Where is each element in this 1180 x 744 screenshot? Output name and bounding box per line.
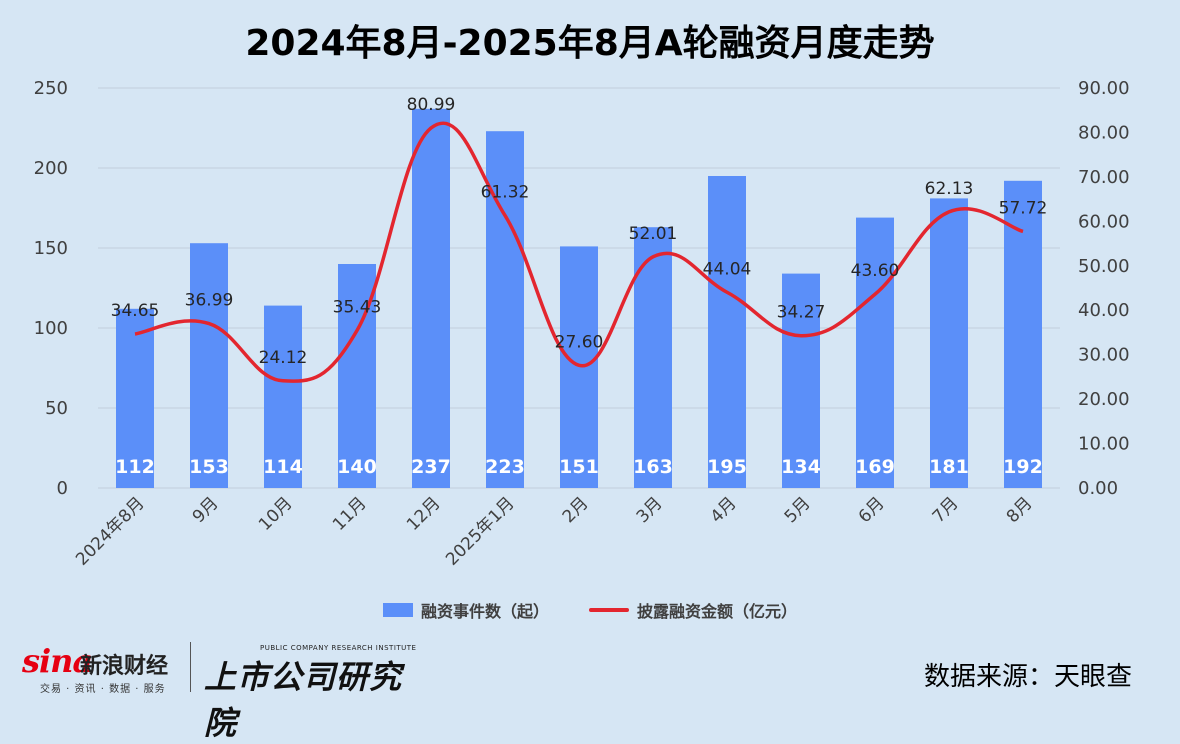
bar-value-label: 223 xyxy=(485,456,525,478)
x-tick-label: 3月 xyxy=(633,493,667,527)
x-tick-label: 10月 xyxy=(255,493,296,534)
bar-value-label: 114 xyxy=(263,456,303,478)
bar xyxy=(634,227,672,488)
legend-item-events: 融资事件数（起） xyxy=(382,598,549,622)
x-tick-label: 5月 xyxy=(781,493,815,527)
sina-finance-name: 新浪财经 xyxy=(80,654,169,679)
bar-value-label: 192 xyxy=(1003,456,1043,478)
bar-value-label: 163 xyxy=(633,456,673,478)
chart-title: 2024年8月-2025年8月A轮融资月度走势 xyxy=(245,23,935,64)
x-tick-label: 2月 xyxy=(559,493,593,527)
y-right-tick-label: 70.00 xyxy=(1078,167,1130,188)
y-left-tick-label: 50 xyxy=(45,398,68,419)
logo-divider xyxy=(190,642,191,692)
bar xyxy=(782,273,820,488)
x-tick-label: 7月 xyxy=(929,493,963,527)
bar-value-label: 181 xyxy=(929,456,969,478)
y-left-tick-label: 250 xyxy=(34,78,68,99)
x-tick-label: 11月 xyxy=(329,493,370,534)
legend-label-events: 融资事件数（起） xyxy=(420,602,549,621)
x-tick-label: 2025年1月 xyxy=(442,493,518,569)
chart-canvas: 0 50 100 150 200 250 0.00 10.00 20.00 30.00 40.00 5… xyxy=(34,78,1130,570)
y-left-tick-label: 100 xyxy=(34,318,68,339)
line-value-label: 43.60 xyxy=(851,261,900,281)
bar-value-label: 112 xyxy=(115,456,155,478)
x-tick-label: 12月 xyxy=(403,493,444,534)
sina-finance-subtitle: 交易 · 资讯 · 数据 · 服务 xyxy=(40,684,166,695)
bar xyxy=(930,198,968,488)
sina-logo: sina xyxy=(22,642,93,680)
x-tick-label: 2024年8月 xyxy=(72,493,148,569)
y-right-tick-label: 60.00 xyxy=(1078,211,1130,232)
legend-swatch-line xyxy=(589,608,629,612)
bar-value-label: 140 xyxy=(337,456,377,478)
bar xyxy=(1004,180,1042,489)
bar-value-label: 134 xyxy=(781,456,821,478)
line-value-label: 35.43 xyxy=(333,298,382,318)
data-source: 数据来源：天眼查 xyxy=(923,662,1132,692)
x-tick-label: 4月 xyxy=(707,493,741,527)
line-value-label: 24.12 xyxy=(259,348,308,368)
line-value-label: 27.60 xyxy=(555,332,604,352)
footer-logos: sina 新浪财经 交易 · 资讯 · 数据 · 服务 PUBLIC COMPA… xyxy=(22,638,422,742)
y-right-tick-label: 10.00 xyxy=(1078,434,1130,455)
bar-value-label: 169 xyxy=(855,456,895,478)
legend-label-amount: 披露融资金额（亿元） xyxy=(637,602,798,621)
line-value-label: 34.65 xyxy=(111,301,160,321)
y-right-tick-label: 30.00 xyxy=(1078,345,1130,366)
line-value-label: 52.01 xyxy=(629,224,678,244)
x-tick-label: 9月 xyxy=(189,493,223,527)
bar xyxy=(264,305,302,488)
bar-value-label: 237 xyxy=(411,456,451,478)
y-right-tick-label: 50.00 xyxy=(1078,256,1130,277)
y-left-tick-label: 0 xyxy=(57,478,68,499)
line-value-label: 57.72 xyxy=(999,198,1048,218)
line-value-label: 44.04 xyxy=(703,259,752,279)
y-right-tick-label: 40.00 xyxy=(1078,300,1130,321)
y-right-tick-label: 80.00 xyxy=(1078,122,1130,143)
chart-legend: 融资事件数（起） 披露融资金额（亿元） xyxy=(0,598,1180,622)
bar xyxy=(116,308,154,488)
line-value-label: 80.99 xyxy=(407,95,456,115)
bar xyxy=(708,176,746,488)
y-left-tick-label: 150 xyxy=(34,238,68,259)
y-left-tick-label: 200 xyxy=(34,158,68,179)
y-right-tick-label: 0.00 xyxy=(1078,478,1118,499)
x-tick-label: 8月 xyxy=(1003,493,1037,527)
line-value-label: 34.27 xyxy=(777,303,826,323)
bar-value-label: 153 xyxy=(189,456,229,478)
y-right-tick-label: 90.00 xyxy=(1078,78,1130,99)
y-right-tick-label: 20.00 xyxy=(1078,389,1130,410)
legend-item-amount: 披露融资金额（亿元） xyxy=(589,598,797,622)
bar xyxy=(560,246,598,488)
institute-logo: 上市公司研究院 xyxy=(204,658,403,742)
bar xyxy=(856,217,894,488)
line-value-label: 62.13 xyxy=(925,179,974,199)
line-value-label: 36.99 xyxy=(185,291,234,311)
line-value-label: 61.32 xyxy=(481,182,530,202)
line-series-amount xyxy=(134,121,1024,383)
bar xyxy=(412,108,450,489)
bar-value-label: 195 xyxy=(707,456,747,478)
bar xyxy=(190,243,228,488)
bar-value-label: 151 xyxy=(559,456,599,478)
legend-swatch-bar xyxy=(382,603,413,617)
institute-logo-english: PUBLIC COMPANY RESEARCH INSTITUTE xyxy=(260,644,417,652)
x-tick-label: 6月 xyxy=(855,493,889,527)
